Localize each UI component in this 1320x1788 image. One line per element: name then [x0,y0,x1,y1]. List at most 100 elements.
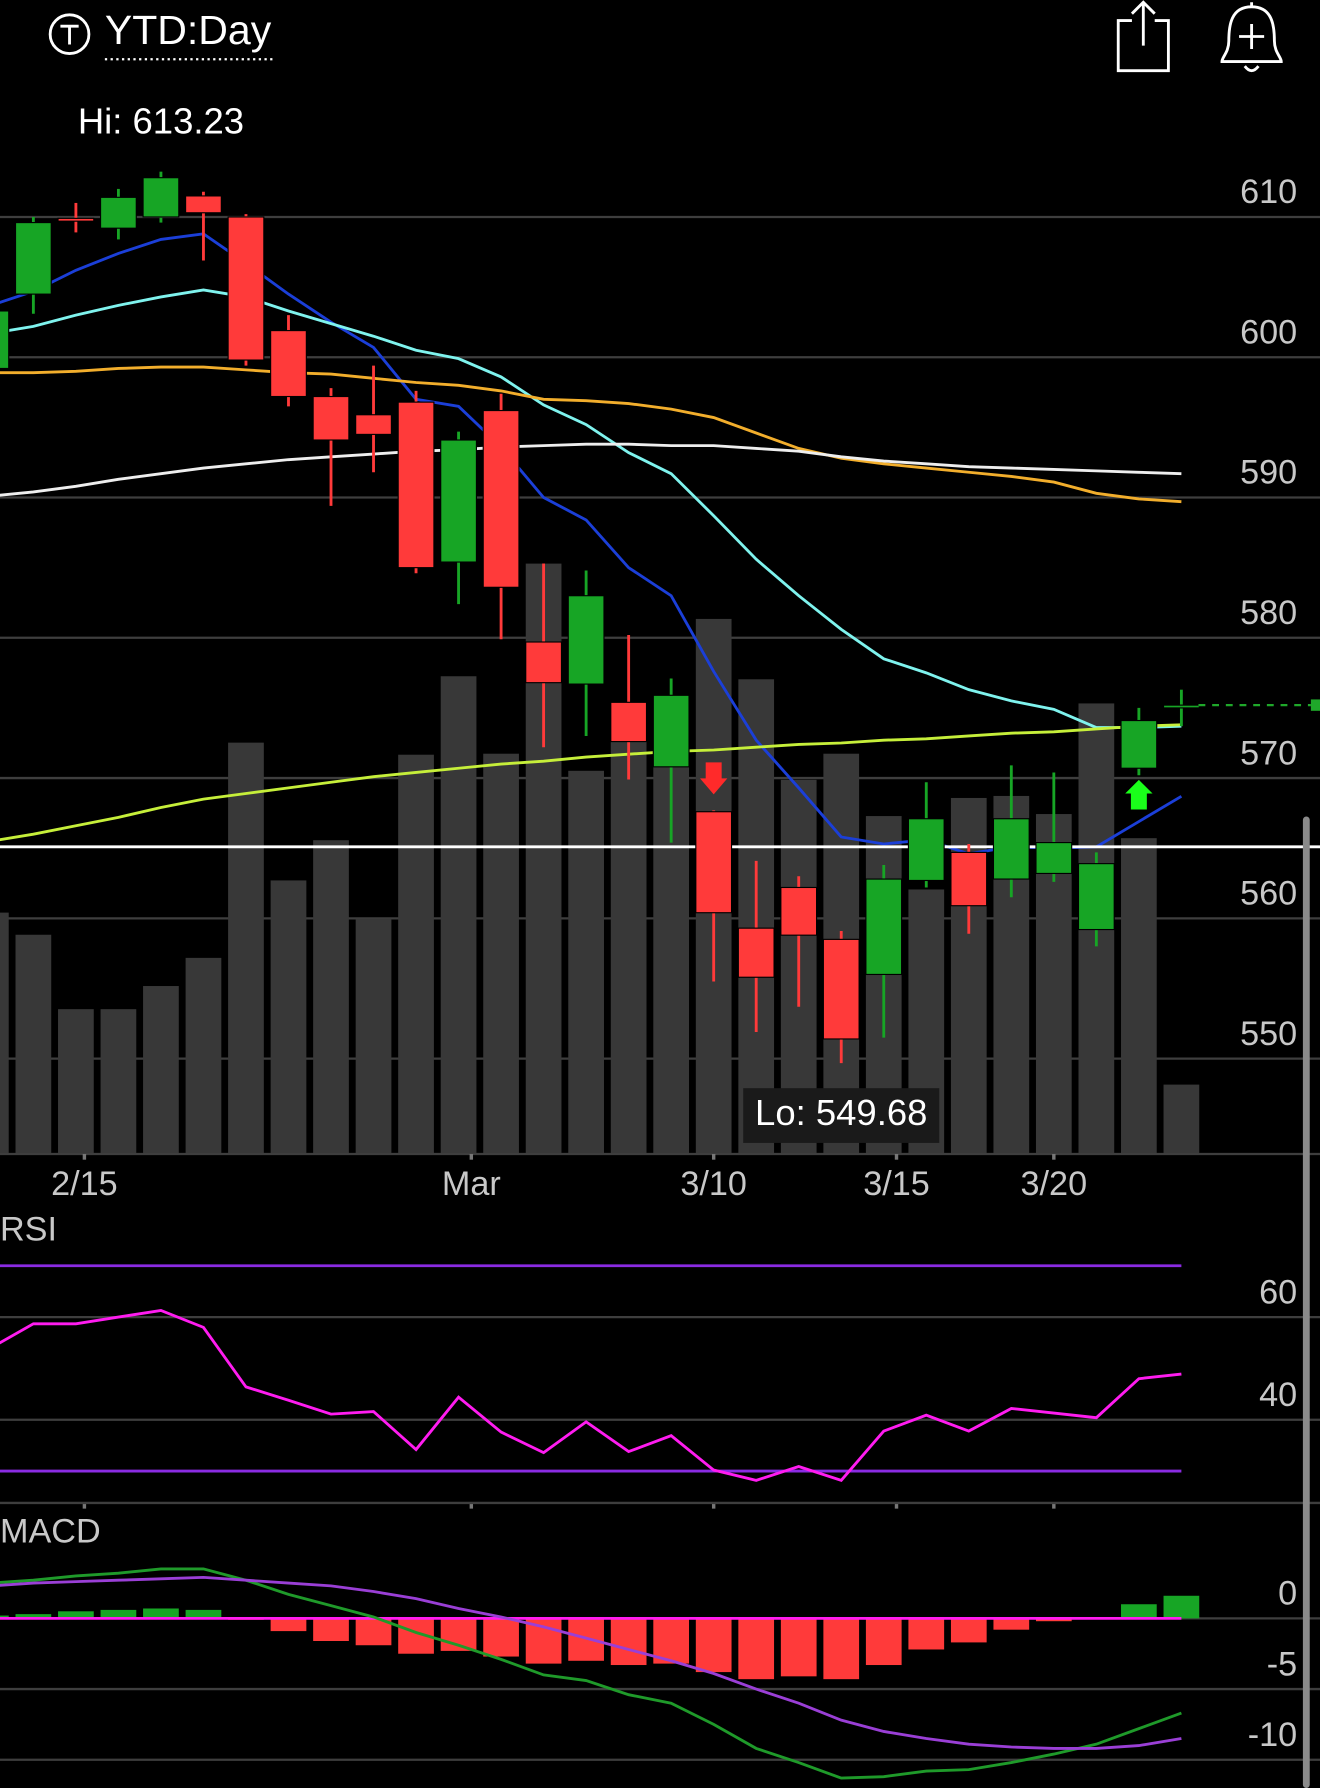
candle-body [185,195,222,214]
histogram-bar [865,1618,902,1666]
histogram-bar [15,1614,52,1619]
candle-body [440,439,477,563]
histogram-bar [695,1618,732,1673]
panel-title: MACD [0,1513,101,1551]
y-tick-label: 60 [1259,1273,1297,1311]
icon-circle [48,13,91,56]
candle-body [950,851,988,907]
indicator-line [0,1308,1182,1482]
candle-body [695,811,733,914]
volume-bar [568,770,604,1154]
volume-bar [270,880,307,1154]
volume-bar [313,840,349,1154]
histogram-bar [355,1618,392,1646]
x-tick-label: 3/10 [680,1165,747,1203]
volume-bar [58,1009,94,1154]
candle-body [992,818,1030,880]
last-price-marker [1310,699,1320,711]
signal-arrow [1125,779,1153,810]
histogram-bar [780,1618,817,1677]
x-tick-label: 3/15 [863,1165,930,1203]
histogram-bar [653,1618,690,1664]
y-tick-label: 550 [1240,1015,1297,1053]
volume-bar [228,742,264,1154]
candle-body [1120,719,1158,769]
y-tick-label: 0 [1278,1575,1297,1613]
candle-body [1035,842,1073,875]
indicator-line [0,1575,1182,1750]
alert-button[interactable] [1220,2,1283,73]
candle-body [14,222,52,295]
candle-body [482,409,520,588]
low-label-bg [743,1088,940,1143]
y-tick-label: 570 [1240,734,1297,772]
candle-body [907,818,945,882]
period-title[interactable]: YTD:Day [105,7,272,53]
histogram-bar [950,1618,987,1643]
indicator-line [0,288,1182,729]
candle-body [865,878,903,976]
volume-bar [0,912,9,1154]
candle-body [780,886,818,936]
indicator-line [0,232,1183,856]
y-tick-label: -10 [1248,1716,1297,1754]
bell-plus [1239,2,1265,50]
y-tick-label: 590 [1240,454,1297,492]
candle-body [737,927,775,978]
volume-bar [100,1009,137,1154]
volume-bar [185,957,222,1154]
candle-body [227,216,265,361]
histogram-bar [823,1618,860,1680]
y-tick-label: 560 [1240,875,1297,913]
y-tick-label: 580 [1240,594,1297,632]
share-button[interactable] [1116,0,1170,73]
y-tick-label: -5 [1267,1645,1297,1683]
histogram-bar [738,1618,775,1680]
candle-body [270,330,307,398]
candle-body [567,595,605,685]
candle-body [142,177,180,218]
indicator-line [0,1567,1182,1780]
indicator-line [0,365,1182,504]
volume-bar [398,754,434,1154]
indicator-line [0,723,1182,842]
candle-body [610,701,648,743]
low-label: Lo: 549.68 [755,1092,927,1133]
candle-body [1077,863,1115,931]
histogram-bar [993,1618,1030,1630]
volume-bar [440,676,477,1154]
candle-body [525,641,563,684]
y-tick-label: 600 [1240,313,1297,351]
volume-bar [610,741,647,1154]
histogram-bar [1163,1595,1200,1619]
candle-body [57,217,95,222]
volume-bar [1121,838,1157,1154]
histogram-bar [483,1618,519,1657]
histogram-bar [610,1618,647,1666]
histogram-bar [58,1611,94,1619]
x-tick-label: 2/15 [51,1165,118,1203]
histogram-bar [143,1608,179,1619]
icon-glyph [60,24,79,45]
histogram-bar [185,1609,222,1619]
candle-body [0,310,10,370]
candle-body [1162,704,1200,709]
candle-body [652,694,690,768]
share-arrow [1130,0,1156,46]
x-tick-label: Mar [442,1165,501,1203]
volume-bar [355,918,392,1154]
scrollbar[interactable] [1302,816,1310,1788]
volume-bar [483,753,519,1154]
candle-body [397,401,435,569]
y-tick-label: 610 [1240,173,1297,211]
candle-body [312,395,350,441]
panel-title: RSI [0,1211,57,1249]
high-label: Hi: 613.23 [78,100,244,141]
candle-body [99,196,137,229]
volume-bar [143,986,179,1154]
histogram-bar [908,1618,945,1650]
ticker-icon[interactable] [48,13,91,56]
candle-body [355,414,392,435]
histogram-bar [1121,1604,1157,1619]
